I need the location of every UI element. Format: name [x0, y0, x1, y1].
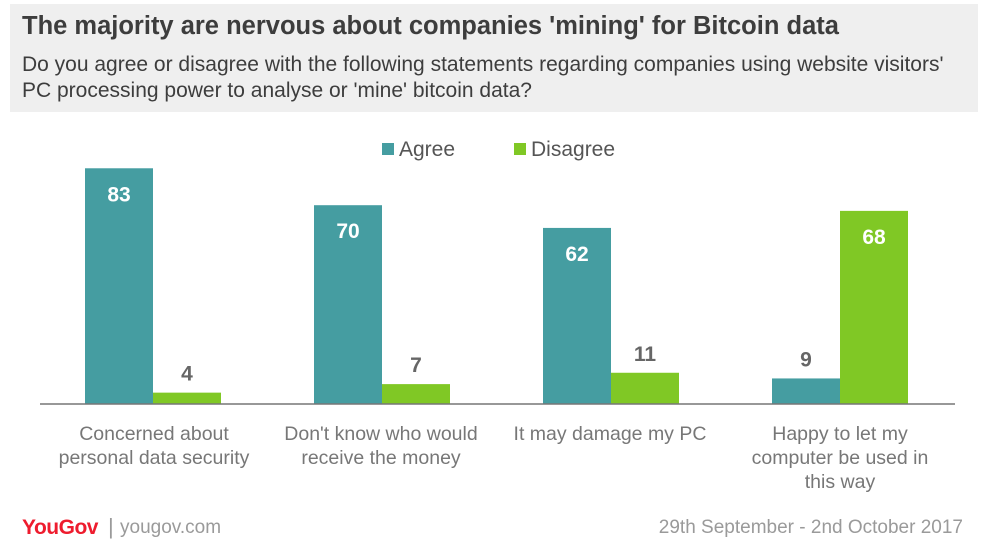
data-label-agree-3: 9	[800, 348, 812, 371]
data-label-disagree-0: 4	[181, 363, 193, 386]
fieldwork-date: 29th September - 2nd October 2017	[658, 517, 963, 538]
data-label-disagree-2: 11	[634, 343, 657, 366]
data-label-agree-0: 83	[107, 183, 130, 206]
footer-site-link[interactable]: yougov.com	[120, 517, 222, 538]
chart-title: The majority are nervous about companies…	[22, 12, 839, 40]
category-label-3: Happy to let my computer be used in this w…	[752, 423, 929, 493]
data-label-agree-2: 62	[565, 243, 588, 266]
legend-swatch-agree	[382, 143, 394, 155]
category-label-2: It may damage my PC	[514, 423, 707, 445]
bar-chart: Agree Disagree 83 70 62 9 4 7 11 68 Concerned abou…	[40, 138, 955, 493]
bar-disagree-2	[611, 372, 679, 404]
legend-swatch-disagree	[514, 143, 526, 155]
category-label-0: Concerned about personal data security	[59, 423, 250, 469]
legend-label-disagree: Disagree	[531, 138, 615, 161]
bar-disagree-3	[840, 210, 908, 404]
data-label-disagree-3: 68	[862, 226, 886, 249]
yougov-logo: YouGov	[22, 516, 98, 539]
bar-disagree-1	[382, 384, 450, 404]
legend-label-agree: Agree	[399, 138, 455, 161]
bar-agree-0	[85, 168, 153, 404]
footer-separator: |	[108, 514, 114, 539]
chart-subtitle: Do you agree or disagree with the follow…	[22, 53, 944, 102]
bar-disagree-0	[153, 392, 221, 404]
bar-agree-3	[772, 378, 840, 404]
bar-agree-2	[543, 227, 611, 404]
data-label-disagree-1: 7	[410, 354, 422, 377]
category-label-1: Don't know who would receive the money	[284, 423, 477, 469]
header-panel: The majority are nervous about companies…	[10, 4, 978, 112]
bar-agree-1	[314, 205, 382, 404]
data-label-agree-1: 70	[336, 220, 359, 243]
